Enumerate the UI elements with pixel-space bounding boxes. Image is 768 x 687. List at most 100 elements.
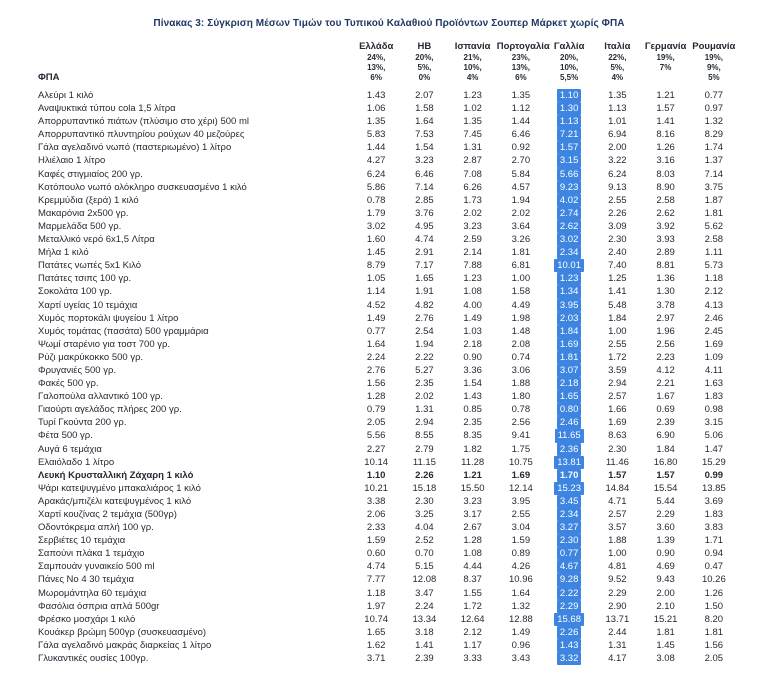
price-cell: 0.47: [704, 561, 724, 573]
price-cell: 1.57: [656, 103, 675, 115]
price-cell: 3.69: [704, 495, 724, 507]
price-cell: 1.72: [608, 351, 627, 363]
price-cell-highlighted: 2.03: [545, 311, 593, 325]
price-cell: 15.21: [653, 613, 678, 625]
price-cell: 1.59: [366, 535, 386, 547]
vat-rate: 6%: [515, 73, 527, 82]
price-cell: 1.80: [511, 391, 531, 403]
price-cell: 1.81: [704, 626, 724, 638]
price-cell: 2.67: [463, 522, 482, 534]
price-cell: 8.63: [608, 430, 627, 442]
price-cell-highlighted: 3.27: [545, 521, 593, 535]
price-cell: 0.69: [656, 404, 675, 416]
price-cell: 0.92: [511, 142, 531, 154]
product-name-cell: Αλεύρι 1 κιλό: [38, 90, 94, 101]
price-cell: 3.76: [415, 207, 434, 219]
price-cell: 0.94: [704, 548, 724, 560]
price-cell: 2.97: [656, 312, 675, 324]
price-cell: 2.76: [415, 312, 434, 324]
price-cell: 15.50: [460, 482, 485, 494]
product-name-cell: Σαμπουάν γυναικείο 500 ml: [38, 561, 155, 573]
product-name-cell: Πατάτες νωπές 5x1 Κιλό: [38, 260, 142, 272]
price-cell: 1.45: [366, 247, 386, 259]
product-name-cell: Μήλα 1 κιλό: [38, 247, 89, 259]
price-cell-highlighted: 1.30: [545, 102, 593, 116]
table-row: Γλυκαντικές ουσίες 100γρ. 3.71 2.39 3.33 3.4…: [38, 652, 738, 666]
product-name-cell: Μεταλλικό νερό 6x1,5 Λίτρα: [38, 234, 155, 246]
country-name: Γαλλία: [553, 41, 585, 52]
price-cell: 2.44: [608, 626, 627, 638]
price-cell: 1.83: [704, 509, 724, 520]
price-cell: 14.84: [605, 482, 630, 494]
price-cell-highlighted: 3.32: [545, 652, 593, 666]
price-cell: 1.01: [608, 116, 627, 128]
price-cell: 12.64: [460, 613, 485, 625]
price-cell: 8.90: [656, 181, 675, 193]
price-cell: 8.03: [656, 168, 675, 180]
price-cell: 1.56: [366, 378, 386, 390]
product-name-cell: Πατάτες τσιπς 100 γρ.: [38, 273, 132, 285]
price-cell: 2.89: [656, 247, 675, 259]
vat-rate: 20%,: [415, 53, 434, 62]
vat-rate: 4%: [611, 73, 624, 82]
price-cell: 3.59: [608, 364, 627, 376]
price-cell: 4.52: [366, 299, 386, 311]
product-name-cell: Κουάκερ βρώμη 500γρ (συσκευασμένο): [38, 626, 207, 638]
table-row: Πάνες Νο 4 30 τεμάχια 7.77 12.08 8.37 10.96 9…: [38, 573, 738, 587]
price-cell: 1.11: [704, 247, 723, 259]
price-cell: 2.59: [463, 234, 482, 246]
price-cell: 2.90: [608, 600, 627, 612]
price-cell: 1.94: [511, 194, 531, 206]
price-cell: 1.08: [463, 548, 482, 560]
price-cell: 4.00: [463, 299, 482, 311]
table-row: Μήλα 1 κιλό 1.45 2.91 2.14 1.81 2.34 2.40 2.89 1…: [38, 246, 738, 260]
price-cell: 5.15: [415, 561, 434, 573]
price-cell: 11.46: [605, 456, 629, 468]
price-cell: 1.64: [511, 587, 531, 599]
price-cell: 2.07: [415, 90, 434, 101]
price-cell: 3.78: [656, 299, 675, 311]
price-cell: 1.82: [463, 443, 482, 455]
price-cell-highlighted: 4.67: [545, 560, 593, 574]
price-cell: 12.14: [508, 482, 533, 494]
product-name-cell: Γλυκαντικές ουσίες 100γρ.: [38, 653, 149, 665]
price-cell: 0.78: [366, 194, 386, 206]
table-row: Ηλιέλαιο 1 λίτρο 4.27 3.23 2.87 2.70 3.15 3.22…: [38, 154, 738, 168]
price-cell: 2.02: [511, 207, 531, 219]
table-row: Χυμός πορτοκάλι ψυγείου 1 λίτρο 1.49 2.76 1…: [38, 311, 738, 325]
price-cell: 2.29: [656, 509, 675, 520]
price-cell: 6.94: [608, 129, 627, 141]
table-row: Γάλα αγελαδινό νωπό (παστεριωμένο) 1 λίτ…: [38, 141, 738, 155]
country-name: Ελλάδα: [359, 41, 394, 52]
price-cell: 0.98: [704, 404, 724, 416]
price-cell: 7.14: [415, 181, 434, 193]
price-cell: 1.31: [415, 404, 434, 416]
price-cell: 3.23: [415, 155, 434, 167]
price-cell: 1.54: [415, 142, 434, 154]
price-cell: 2.57: [608, 391, 627, 403]
table-row: Απορρυπαντικό πλυντηρίου ρούχων 40 μεζού…: [38, 128, 738, 142]
price-cell: 2.00: [608, 142, 627, 154]
country-name: Ρουμανία: [692, 41, 736, 52]
price-cell: 4.49: [511, 299, 531, 311]
price-cell: 8.35: [463, 430, 482, 442]
price-cell: 1.49: [366, 312, 386, 324]
product-name-cell: Χυμός τομάτας (πασάτα) 500 γραμμάρια: [38, 325, 209, 337]
price-cell: 1.56: [704, 639, 724, 651]
price-cell-highlighted: 3.02: [545, 233, 593, 247]
price-cell: 1.94: [415, 338, 434, 350]
product-name-cell: Σοκολάτα 100 γρ.: [38, 286, 113, 298]
table-row: Κουάκερ βρώμη 500γρ (συσκευασμένο) 1.65 3.…: [38, 625, 738, 639]
price-cell: 1.13: [608, 103, 627, 115]
price-cell: 4.17: [608, 653, 627, 665]
price-cell: 2.94: [608, 378, 627, 390]
price-cell: 0.99: [704, 469, 724, 481]
vat-rate: 0%: [418, 73, 431, 82]
price-cell: 3.02: [366, 220, 386, 232]
price-comparison-table: ΦΠΑ Ελλάδα 24%, 13%, 6% ΗΒ 20%, 5%, 0% Ισπανία 21%…: [38, 41, 738, 666]
table-row: Πατάτες νωπές 5x1 Κιλό 8.79 7.17 7.88 6.81 10…: [38, 259, 738, 273]
price-cell: 1.67: [656, 391, 675, 403]
price-cell: 1.17: [463, 639, 482, 651]
product-name-cell: Φρέσκο μοσχάρι 1 κιλό: [38, 613, 136, 625]
price-cell: 8.81: [656, 260, 675, 272]
